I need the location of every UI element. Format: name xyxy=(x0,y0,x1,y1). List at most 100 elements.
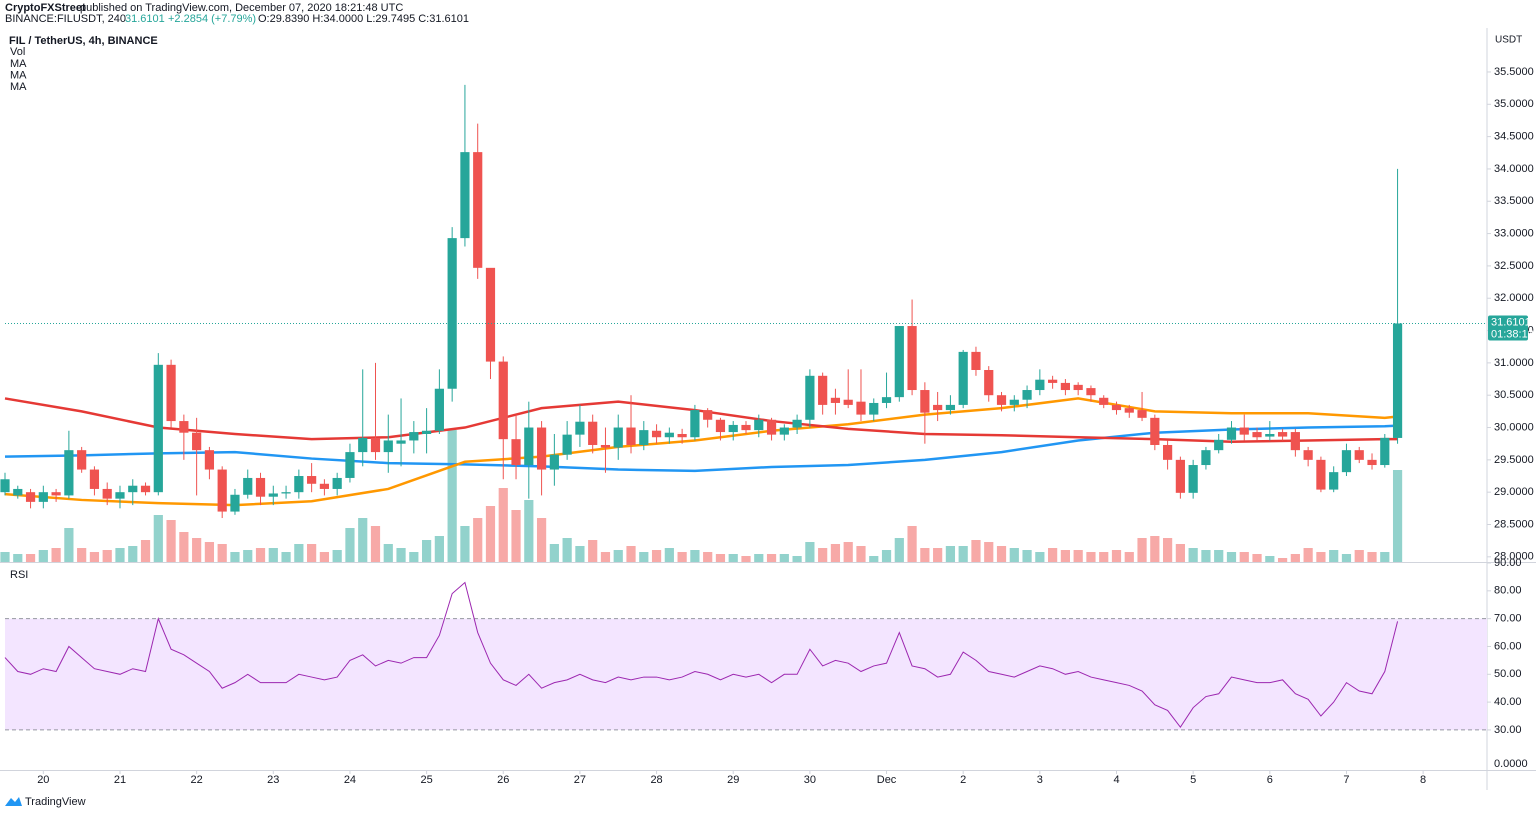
rsi-tick-label: 30.00 xyxy=(1494,724,1522,736)
volume-bar xyxy=(664,548,674,562)
volume-bar xyxy=(268,548,278,562)
x-tick-label: 26 xyxy=(497,774,509,786)
volume-bar xyxy=(1392,470,1403,562)
candle-body xyxy=(664,432,674,438)
volume-bar xyxy=(1226,552,1237,562)
volume-bar xyxy=(881,550,892,562)
y-tick-label: 35.5000 xyxy=(1494,66,1534,78)
candle-body xyxy=(332,477,342,489)
volume-bar xyxy=(1035,552,1045,562)
volume-bar xyxy=(498,488,508,562)
candle-body xyxy=(907,326,917,391)
x-tick-label: 29 xyxy=(727,774,739,786)
candle-body xyxy=(1303,450,1313,460)
volume-bar xyxy=(766,554,777,562)
y-tick-label: 35.0000 xyxy=(1494,98,1534,110)
volume-bar xyxy=(1009,548,1019,562)
volume-bar xyxy=(230,552,240,562)
volume-bar xyxy=(779,554,789,562)
candle-body xyxy=(741,424,751,431)
candle-body xyxy=(779,427,789,435)
volume-bar xyxy=(422,540,432,562)
candle-body xyxy=(958,351,968,405)
volume-bar xyxy=(1252,554,1262,562)
candle-body xyxy=(243,477,253,495)
ma-legend: MA xyxy=(10,58,27,70)
volume-bar xyxy=(294,544,304,562)
y-tick-label: 34.0000 xyxy=(1494,163,1534,175)
price-tag-countdown: 01:38:13 xyxy=(1491,328,1534,340)
volume-bar xyxy=(511,510,521,562)
candle-body xyxy=(89,469,100,489)
volume-bar xyxy=(51,548,61,562)
volume-bar xyxy=(1303,548,1313,562)
y-tick-label: 28.0000 xyxy=(1494,551,1534,563)
candle-body xyxy=(422,430,432,434)
candle-body xyxy=(0,479,10,493)
volume-bar xyxy=(1111,550,1122,562)
candle-body xyxy=(626,427,636,445)
volume-bar xyxy=(447,430,457,562)
y-tick-label: 30.0000 xyxy=(1494,421,1534,433)
candle-body xyxy=(843,399,853,405)
volume-bar xyxy=(690,550,700,562)
volume-bar xyxy=(549,544,559,562)
volume-bar xyxy=(626,546,636,562)
symbol: BINANCE:FILUSDT, 240 xyxy=(5,13,126,25)
moving-average xyxy=(4,424,1398,473)
volume-bar xyxy=(1099,552,1109,562)
candle-body xyxy=(370,437,381,453)
logo-icon xyxy=(5,797,22,806)
volume-bar xyxy=(1022,550,1032,562)
candle-body xyxy=(1073,384,1083,391)
candle-body xyxy=(1380,437,1390,466)
candle-body xyxy=(869,402,879,415)
volume-bar xyxy=(64,528,74,562)
volume-bar xyxy=(1073,550,1083,562)
volume-bar xyxy=(179,532,189,562)
volume-bar xyxy=(1137,538,1147,562)
rsi-tick-label: 60.00 xyxy=(1494,640,1522,652)
candle-body xyxy=(524,427,534,466)
price-tag xyxy=(1488,315,1528,341)
volume-bar xyxy=(409,552,419,562)
candle-body xyxy=(511,439,521,466)
candle-body xyxy=(1163,444,1173,460)
x-tick-label: 30 xyxy=(804,774,816,786)
x-tick-label: 27 xyxy=(574,774,586,786)
volume-bar xyxy=(575,546,585,562)
volume-bar xyxy=(1354,550,1364,562)
volume-bar xyxy=(805,542,815,562)
candle-body xyxy=(281,492,291,494)
candle-body xyxy=(920,390,930,413)
candle-body xyxy=(1316,459,1326,490)
x-tick-label: 7 xyxy=(1343,774,1349,786)
volume-bar xyxy=(984,542,994,562)
volume-bar xyxy=(741,556,751,562)
volume-bar xyxy=(166,520,176,562)
candle-body xyxy=(498,361,508,440)
volume-legend: Vol xyxy=(10,46,25,58)
y-tick-label: 32.5000 xyxy=(1494,260,1534,272)
candle-body xyxy=(945,404,956,411)
volume-bar xyxy=(639,552,649,562)
x-tick-label: 2 xyxy=(960,774,966,786)
rsi-floor-label: 0.0000 xyxy=(1494,758,1528,770)
candle-body xyxy=(319,483,329,489)
candle-body xyxy=(805,375,815,420)
candle-body xyxy=(792,419,802,428)
volume-bar xyxy=(255,548,266,562)
candle-body xyxy=(230,494,240,512)
candle-body xyxy=(153,364,163,493)
candle-body xyxy=(703,410,713,420)
candle-body xyxy=(485,267,496,362)
y-unit: USDT xyxy=(1495,35,1522,46)
volume-bar xyxy=(715,554,726,562)
volume-bar xyxy=(1124,552,1134,562)
volume-bar xyxy=(1163,538,1173,562)
last-price: 31.6101 xyxy=(125,13,165,25)
volume-bar xyxy=(600,552,611,562)
x-tick-label: 21 xyxy=(114,774,126,786)
candle-body xyxy=(881,397,892,403)
x-tick-label: 22 xyxy=(191,774,203,786)
